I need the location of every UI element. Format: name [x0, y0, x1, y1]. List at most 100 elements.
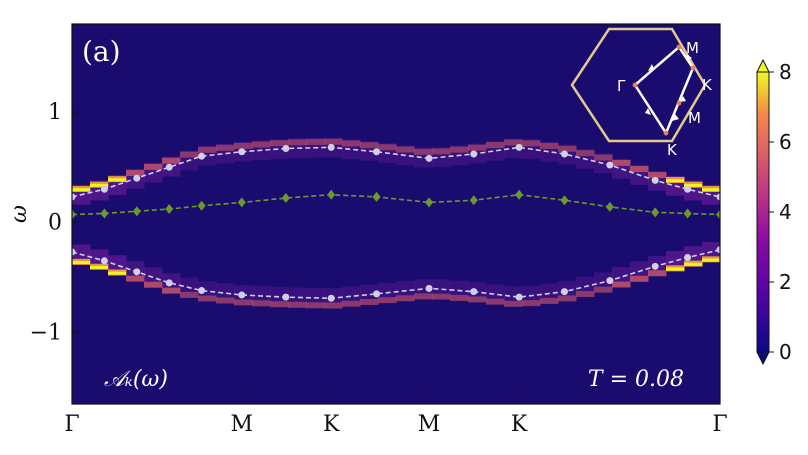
heatmap-cell — [432, 279, 451, 300]
data-point — [684, 254, 692, 262]
heatmap-cell — [198, 295, 217, 302]
y-axis-label: ω — [7, 205, 32, 223]
brillouin-zone-inset: Γ M K M K — [570, 27, 713, 159]
heatmap-cell — [216, 283, 235, 304]
inset-label-k-bottom: K — [667, 141, 678, 159]
heatmap-cell — [558, 145, 577, 152]
heatmap-cell — [540, 142, 559, 149]
heatmap-cell — [378, 144, 397, 151]
heatmap-cell — [180, 291, 199, 298]
heatmap-cell — [216, 144, 235, 151]
heatmap-cell — [144, 281, 163, 288]
colorbar-tick-label: 8 — [779, 60, 792, 84]
data-point — [716, 193, 720, 201]
data-point — [133, 268, 141, 276]
heatmap-cell — [630, 275, 649, 282]
data-point — [560, 195, 569, 206]
heatmap-cell — [684, 262, 703, 266]
heatmap-cell — [702, 258, 720, 262]
path-arrow-m-k — [686, 54, 692, 61]
heatmap-cell — [270, 286, 289, 307]
data-point — [425, 284, 433, 292]
heatmap-cell — [198, 145, 217, 166]
colorbar-tick-label: 2 — [779, 270, 792, 294]
heatmap-cell — [594, 154, 613, 161]
heatmap-cell — [630, 166, 649, 173]
temperature-annotation: T = 0.08 — [588, 367, 684, 392]
data-point — [605, 201, 614, 212]
series-line — [72, 146, 720, 198]
data-point — [133, 174, 141, 182]
x-tick-label: K — [323, 412, 340, 437]
inset-point-k-right — [690, 65, 696, 71]
heatmap-cell — [180, 151, 199, 158]
heatmap-cell — [288, 301, 307, 308]
inset-point-m-top — [676, 44, 682, 50]
data-point — [72, 209, 76, 220]
data-point — [560, 288, 568, 296]
inset-point-gamma — [632, 82, 638, 88]
x-tick-label: M — [418, 412, 441, 437]
heatmap-cell — [342, 286, 361, 307]
heatmap-cell — [666, 179, 685, 183]
heatmap-cell — [72, 188, 91, 192]
heatmap-cell — [270, 301, 289, 308]
heatmap-cell — [522, 300, 541, 307]
heatmap-cell — [648, 270, 667, 277]
heatmap-cell — [486, 140, 505, 161]
heatmap-cell — [144, 163, 163, 170]
data-point — [373, 148, 381, 156]
heatmap-cell — [90, 183, 109, 187]
series-0 — [72, 143, 720, 201]
heatmap-cell — [576, 291, 595, 298]
heatmap-cell — [234, 142, 253, 149]
heatmap-cell — [216, 143, 235, 164]
heatmap-cell — [378, 297, 397, 304]
data-point — [560, 150, 568, 158]
heatmap-cell — [702, 188, 720, 192]
heatmap-cell — [72, 261, 91, 265]
data-point — [470, 150, 478, 158]
x-tick-label: Γ — [64, 412, 79, 437]
heatmap-cell — [450, 294, 469, 301]
data-point — [515, 293, 523, 301]
data-point — [72, 248, 76, 256]
heatmap-cell — [558, 295, 577, 302]
x-tick-label: Γ — [712, 412, 727, 437]
heatmap-cell — [288, 138, 307, 159]
data-point — [238, 148, 246, 156]
heatmap-cell — [450, 146, 469, 153]
heatmap-cell — [162, 287, 181, 294]
heatmap-cell — [594, 286, 613, 293]
heatmap-cell — [342, 300, 361, 307]
data-point — [716, 209, 720, 220]
data-point — [373, 290, 381, 298]
data-point — [238, 291, 246, 299]
data-point — [606, 161, 614, 169]
data-point — [683, 208, 692, 219]
data-point — [327, 143, 335, 151]
heatmap-cell — [576, 150, 595, 157]
colorbar-ticks: 0 2 4 6 8 — [769, 60, 792, 364]
path-arrow-k-gamma — [645, 108, 651, 115]
heatmap-cell — [324, 138, 343, 145]
heatmap-cell — [216, 297, 235, 304]
data-point — [282, 144, 290, 152]
heatmap-cell — [306, 302, 325, 309]
heatmap-cell — [270, 139, 289, 159]
data-point — [197, 200, 206, 211]
heatmap-cell — [108, 178, 127, 182]
heatmap-cell — [612, 281, 631, 288]
heatmap-cell — [108, 271, 127, 275]
data-point — [515, 143, 523, 151]
heatmap-cell — [684, 183, 703, 187]
x-tick-label: K — [511, 412, 528, 437]
inset-label-m-top: M — [686, 39, 699, 57]
colorbar-tick-label: 6 — [779, 130, 792, 154]
heatmap-cell — [504, 139, 523, 146]
data-point — [165, 163, 173, 171]
colorbar-extend-bottom — [756, 351, 770, 366]
data-point — [100, 185, 108, 193]
